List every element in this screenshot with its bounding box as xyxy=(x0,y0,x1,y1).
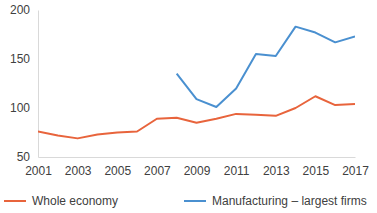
x-tick: 2013 xyxy=(263,157,290,178)
x-tick: 2005 xyxy=(104,157,131,178)
legend-label: Whole economy xyxy=(32,194,118,208)
x-tick-label: 2003 xyxy=(65,164,92,178)
plot: 5010015020020012003200520072009201120132… xyxy=(10,3,369,177)
x-tick: 2009 xyxy=(184,157,211,178)
series-line xyxy=(177,27,355,107)
y-tick-label: 150 xyxy=(10,52,30,66)
x-tick-label: 2011 xyxy=(224,164,250,178)
y-axis-line xyxy=(38,11,39,158)
x-tick-label: 2017 xyxy=(342,164,369,178)
series-line xyxy=(38,96,355,138)
chart: 5010015020020012003200520072009201120132… xyxy=(0,0,377,213)
x-tick: 2007 xyxy=(144,157,171,178)
x-tick: 2011 xyxy=(224,157,250,178)
legend: Whole economy Manufacturing – largest fir… xyxy=(4,194,367,208)
x-tick-label: 2013 xyxy=(263,164,290,178)
x-axis-line xyxy=(39,157,356,158)
x-tick: 2017 xyxy=(342,157,369,178)
x-tick-label: 2001 xyxy=(25,164,52,178)
y-tick: 50 xyxy=(17,150,38,164)
y-tick-label: 50 xyxy=(17,150,31,164)
series-group xyxy=(38,27,355,139)
x-tick: 2001 xyxy=(25,157,52,178)
x-tick-label: 2009 xyxy=(184,164,211,178)
x-tick-label: 2015 xyxy=(303,164,330,178)
legend-swatch xyxy=(4,200,26,202)
x-tick: 2015 xyxy=(303,157,330,178)
y-tick-label: 100 xyxy=(10,101,30,115)
y-axis: 50 100 150 200 xyxy=(10,3,39,164)
x-tick-label: 2005 xyxy=(104,164,131,178)
x-axis: 2001 2003 2005 2007 2009 2011 2013 2015 2017 xyxy=(25,157,369,178)
x-tick: 2003 xyxy=(65,157,92,178)
y-tick: 100 xyxy=(10,101,38,115)
legend-item: Manufacturing – largest firms xyxy=(184,194,367,208)
legend-swatch xyxy=(184,200,206,202)
x-tick-label: 2007 xyxy=(144,164,171,178)
y-tick: 200 xyxy=(10,3,38,17)
y-tick-label: 200 xyxy=(10,3,30,17)
y-tick: 150 xyxy=(10,52,38,66)
legend-label: Manufacturing – largest firms xyxy=(212,194,367,208)
legend-item: Whole economy xyxy=(4,194,118,208)
